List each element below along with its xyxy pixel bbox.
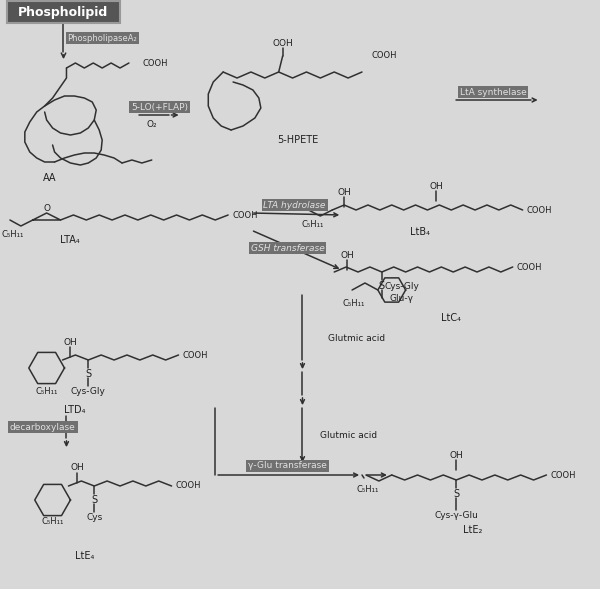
Text: OOH: OOH — [272, 38, 293, 48]
Text: LtE₄: LtE₄ — [74, 551, 94, 561]
Text: COOH: COOH — [176, 481, 201, 491]
Text: LTA hydrolase: LTA hydrolase — [263, 200, 326, 210]
Text: LTD₄: LTD₄ — [64, 405, 85, 415]
Text: Cys-γ-Glu: Cys-γ-Glu — [434, 511, 478, 521]
Text: OH: OH — [340, 250, 354, 260]
Text: OH: OH — [449, 451, 463, 459]
Text: S: S — [379, 281, 385, 291]
Text: 5-LO(+FLAP): 5-LO(+FLAP) — [131, 102, 188, 111]
Text: decarboxylase: decarboxylase — [10, 422, 76, 432]
Text: OH: OH — [64, 337, 77, 346]
Text: C₅H₁₁: C₅H₁₁ — [301, 220, 323, 229]
Text: C₅H₁₁: C₅H₁₁ — [357, 485, 379, 495]
Text: γ-Glu transferase: γ-Glu transferase — [248, 462, 327, 471]
Text: C₅H₁₁: C₅H₁₁ — [343, 299, 365, 307]
Text: COOH: COOH — [232, 210, 257, 220]
Text: OH: OH — [430, 181, 443, 190]
Text: LtE₂: LtE₂ — [463, 525, 483, 535]
Text: C₅H₁₁: C₅H₁₁ — [41, 518, 64, 527]
Text: OH: OH — [337, 187, 351, 197]
Text: COOH: COOH — [143, 58, 169, 68]
Text: AA: AA — [43, 173, 56, 183]
FancyBboxPatch shape — [7, 1, 120, 23]
Text: Cys: Cys — [86, 514, 103, 522]
Text: GSH transferase: GSH transferase — [251, 243, 325, 253]
Text: Phospholipid: Phospholipid — [19, 5, 109, 18]
Text: S: S — [453, 489, 459, 499]
Text: C₅H₁₁: C₅H₁₁ — [2, 230, 24, 239]
Text: LtC₄: LtC₄ — [441, 313, 461, 323]
Text: O₂: O₂ — [146, 120, 157, 128]
Text: LtA synthelase: LtA synthelase — [460, 88, 526, 97]
Text: C₅H₁₁: C₅H₁₁ — [35, 386, 58, 395]
Text: Glutmic acid: Glutmic acid — [328, 333, 385, 342]
Text: COOH: COOH — [182, 350, 208, 359]
Text: Glutmic acid: Glutmic acid — [320, 431, 377, 439]
Text: Cys-Gly: Cys-Gly — [71, 388, 106, 396]
Text: Cys-Gly: Cys-Gly — [384, 282, 419, 290]
Text: LTA₄: LTA₄ — [59, 235, 79, 245]
Text: COOH: COOH — [517, 263, 542, 272]
Text: COOH: COOH — [527, 206, 552, 214]
Text: S: S — [91, 495, 97, 505]
Text: 5-HPETE: 5-HPETE — [277, 135, 318, 145]
Text: O: O — [43, 204, 50, 213]
Text: COOH: COOH — [550, 471, 576, 479]
Text: PhospholipaseA₂: PhospholipaseA₂ — [67, 34, 137, 42]
Text: COOH: COOH — [372, 51, 397, 59]
Text: LtB₄: LtB₄ — [410, 227, 430, 237]
Text: OH: OH — [71, 464, 84, 472]
Text: Glu-γ: Glu-γ — [389, 293, 413, 303]
Text: S: S — [85, 369, 91, 379]
